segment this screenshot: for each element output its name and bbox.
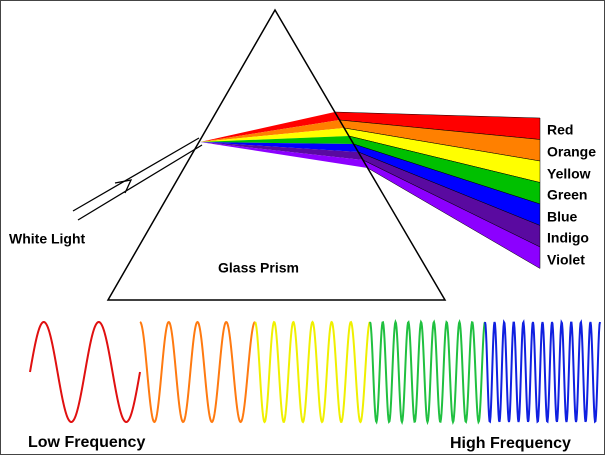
- color-label: Orange: [547, 144, 596, 160]
- color-label: Yellow: [547, 166, 591, 182]
- color-label: Indigo: [547, 230, 589, 246]
- color-label: Green: [547, 187, 587, 203]
- low-frequency-label: Low Frequency: [28, 434, 145, 451]
- color-label: Red: [547, 122, 573, 138]
- prism-label: Glass Prism: [218, 260, 299, 276]
- high-frequency-label: High Frequency: [450, 435, 571, 452]
- prism-diagram: White Light Glass Prism Red Orange Yello…: [0, 0, 605, 455]
- color-label: Blue: [547, 209, 578, 225]
- white-light-label: White Light: [9, 231, 86, 247]
- color-label: Violet: [547, 252, 585, 268]
